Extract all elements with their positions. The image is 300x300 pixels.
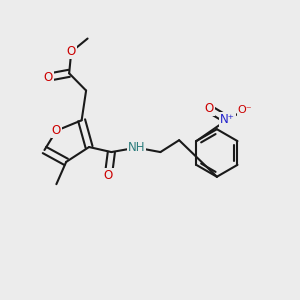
Text: O: O (205, 103, 214, 116)
Text: O: O (44, 71, 53, 84)
Text: O: O (52, 124, 61, 137)
Text: NH: NH (128, 141, 146, 154)
Text: O⁻: O⁻ (238, 105, 252, 115)
Text: N⁺: N⁺ (220, 113, 235, 126)
Text: O: O (104, 169, 113, 182)
Text: O: O (67, 45, 76, 58)
